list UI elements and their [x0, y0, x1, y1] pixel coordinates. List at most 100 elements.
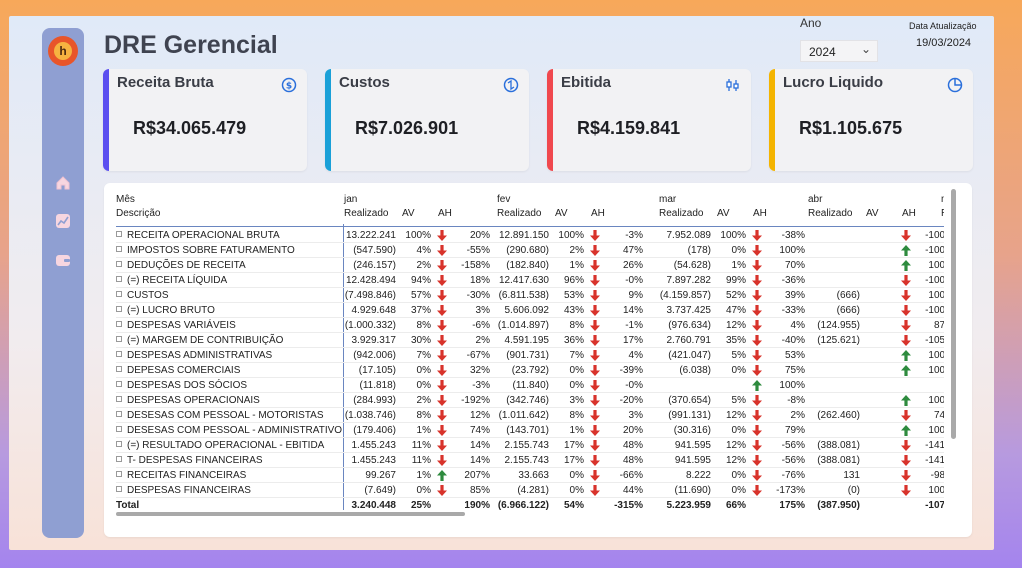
row-description[interactable]: T- DESPESAS FINANCEIRAS	[116, 454, 342, 467]
expand-icon[interactable]	[116, 276, 122, 282]
arrow-down-icon	[751, 304, 763, 317]
value-realizado: (6.038)	[679, 365, 711, 376]
expand-icon[interactable]	[116, 246, 122, 252]
row-description[interactable]: (=) RESULTADO OPERACIONAL - EBITIDA	[116, 439, 342, 452]
expand-icon[interactable]	[116, 441, 122, 447]
table-row[interactable]: DEPESAS COMERCIAIS (17.105) 0% 32% (23.792) 0…	[116, 363, 944, 378]
table-row[interactable]: DESPESAS DOS SÓCIOS (11.818) 0% -3% (11.840)…	[116, 378, 944, 393]
table-row[interactable]: DESPESAS FINANCEIRAS (7.649) 0% 85% (4.281) 0…	[116, 483, 944, 498]
vertical-scrollbar[interactable]	[951, 189, 956, 439]
expand-icon[interactable]	[116, 486, 122, 492]
value-av: 47%	[725, 305, 746, 316]
arrow-down-icon	[751, 274, 763, 287]
row-header-description[interactable]: Descrição	[116, 208, 161, 219]
value-av: 0%	[569, 485, 584, 496]
expand-icon[interactable]	[116, 396, 122, 402]
row-description[interactable]: RECEITAS FINANCEIRAS	[116, 469, 342, 482]
total-row[interactable]: Total 3.240.448 25% 190% (6.966.122) 54% -315%…	[116, 498, 944, 512]
value-ah: -192%	[461, 395, 490, 406]
value-av: 8%	[569, 320, 584, 331]
expand-icon[interactable]	[116, 291, 122, 297]
year-dropdown[interactable]: 2024 ⌄	[800, 40, 878, 62]
value-ah: 100%	[928, 350, 944, 361]
table-row[interactable]: CUSTOS (7.498.846) 57% -30% (6.811.538) 53% 9%…	[116, 288, 944, 303]
expand-icon[interactable]	[116, 411, 122, 417]
wallet-icon[interactable]	[53, 250, 73, 270]
chart-icon[interactable]	[53, 211, 73, 231]
expand-icon[interactable]	[116, 366, 122, 372]
row-description[interactable]: DESPESAS FINANCEIRAS	[116, 484, 342, 497]
expand-icon[interactable]	[116, 306, 122, 312]
table-row[interactable]: DESPESAS OPERACIONAIS (284.993) 2% -192% (34…	[116, 393, 944, 408]
row-description[interactable]: DESESAS COM PESSOAL - ADMINISTRATIVO	[116, 424, 342, 437]
table-row[interactable]: DESPESAS VARIÁVEIS (1.000.332) 8% -6% (1.014…	[116, 318, 944, 333]
value-ah: 39%	[784, 290, 805, 301]
row-description[interactable]: DESESAS COM PESSOAL - MOTORISTAS	[116, 409, 342, 422]
arrow-up-icon	[900, 244, 912, 257]
expand-icon[interactable]	[116, 456, 122, 462]
value-realizado: (11.840)	[512, 380, 549, 391]
table-row[interactable]: DEDUÇÕES DE RECEITA (246.157) 2% -158% (182.…	[116, 258, 944, 273]
row-description[interactable]: DEDUÇÕES DE RECEITA	[116, 259, 342, 272]
row-description[interactable]: DESPESAS OPERACIONAIS	[116, 394, 342, 407]
month-header-mar: mar	[659, 194, 677, 205]
row-description[interactable]: DESPESAS ADMINISTRATIVAS	[116, 349, 342, 362]
arrow-down-icon	[751, 349, 763, 362]
value-av: 0%	[416, 380, 431, 391]
expand-icon[interactable]	[116, 351, 122, 357]
expand-icon[interactable]	[116, 381, 122, 387]
table-row[interactable]: IMPOSTOS SOBRE FATURAMENTO (547.590) 4% -55…	[116, 243, 944, 258]
value-ah: 74%	[933, 410, 944, 421]
row-description[interactable]: RECEITA OPERACIONAL BRUTA	[116, 229, 342, 242]
table-row[interactable]: T- DESPESAS FINANCEIRAS 1.455.243 11% 14% 2.…	[116, 453, 944, 468]
table-row[interactable]: (=) LUCRO BRUTO 4.929.648 37% 3% 5.606.092 43…	[116, 303, 944, 318]
column-divider	[343, 224, 344, 510]
expand-icon[interactable]	[116, 426, 122, 432]
table-row[interactable]: DESPESAS ADMINISTRATIVAS (942.006) 7% -67% (…	[116, 348, 944, 363]
table-row[interactable]: (=) MARGEM DE CONTRIBUIÇÃO 3.929.317 30% 2%…	[116, 333, 944, 348]
expand-icon[interactable]	[116, 336, 122, 342]
table-row[interactable]: RECEITAS FINANCEIRAS 99.267 1% 207% 33.663 0%…	[116, 468, 944, 483]
row-description-text: CUSTOS	[127, 290, 169, 301]
row-description[interactable]: DESPESAS DOS SÓCIOS	[116, 379, 342, 392]
value-realizado: (182.840)	[506, 260, 549, 271]
row-description[interactable]: CUSTOS	[116, 289, 342, 302]
arrow-down-icon	[436, 274, 448, 287]
column-header-ah: AH	[753, 208, 767, 219]
row-description[interactable]: (=) LUCRO BRUTO	[116, 304, 342, 317]
expand-icon[interactable]	[116, 261, 122, 267]
value-av: 1%	[569, 260, 584, 271]
value-realizado: (388.081)	[817, 455, 860, 466]
table-row[interactable]: (=) RECEITA LÍQUIDA 12.428.494 94% 18% 12.41…	[116, 273, 944, 288]
expand-icon[interactable]	[116, 321, 122, 327]
value-ah: -107%	[925, 500, 944, 511]
value-realizado: 1.455.243	[351, 455, 397, 466]
cycle-icon	[503, 77, 519, 93]
row-description[interactable]: DESPESAS VARIÁVEIS	[116, 319, 342, 332]
table-row[interactable]: (=) RESULTADO OPERACIONAL - EBITIDA 1.455…	[116, 438, 944, 453]
row-description[interactable]: (=) RECEITA LÍQUIDA	[116, 274, 342, 287]
dre-matrix[interactable]: Mês Descrição jan fev mar abr m Realizado AV AH…	[116, 192, 944, 512]
value-av: 99%	[725, 275, 746, 286]
column-header-realizado: Realizado	[344, 208, 389, 219]
value-ah: -100%	[925, 275, 944, 286]
row-description[interactable]: (=) MARGEM DE CONTRIBUIÇÃO	[116, 334, 342, 347]
value-realizado: 131	[843, 470, 860, 481]
home-icon[interactable]	[53, 173, 73, 193]
arrow-up-icon	[900, 394, 912, 407]
row-description[interactable]: DEPESAS COMERCIAIS	[116, 364, 342, 377]
expand-icon[interactable]	[116, 471, 122, 477]
value-ah: -39%	[619, 365, 643, 376]
horizontal-scrollbar[interactable]	[116, 512, 465, 516]
arrow-down-icon	[589, 394, 601, 407]
table-row[interactable]: RECEITA OPERACIONAL BRUTA 13.222.241 100% 2…	[116, 228, 944, 243]
arrow-down-icon	[436, 304, 448, 317]
row-description[interactable]: IMPOSTOS SOBRE FATURAMENTO	[116, 244, 342, 257]
kpi-title: Lucro Liquido	[783, 74, 883, 91]
expand-icon[interactable]	[116, 231, 122, 237]
value-ah: 100%	[928, 365, 944, 376]
table-row[interactable]: DESESAS COM PESSOAL - MOTORISTAS (1.038.7…	[116, 408, 944, 423]
value-av: 1%	[569, 425, 584, 436]
value-realizado: (1.014.897)	[497, 320, 549, 331]
table-row[interactable]: DESESAS COM PESSOAL - ADMINISTRATIVO (179…	[116, 423, 944, 438]
